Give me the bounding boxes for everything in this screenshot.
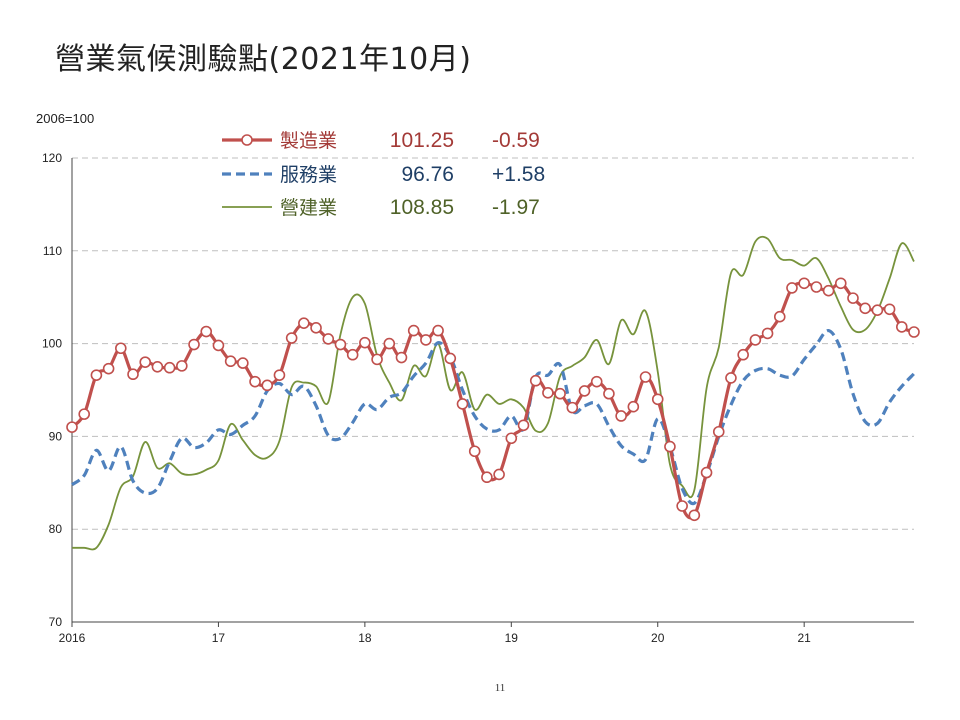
manufacturing-point bbox=[603, 387, 615, 400]
manufacturing-point bbox=[688, 509, 701, 522]
manufacturing-point bbox=[749, 334, 762, 346]
manufacturing-point bbox=[712, 425, 725, 438]
y-tick-label: 90 bbox=[49, 429, 63, 443]
manufacturing-point bbox=[359, 336, 371, 349]
manufacturing-point bbox=[834, 277, 847, 290]
x-tick-label: 17 bbox=[212, 631, 226, 645]
manufacturing-point bbox=[371, 353, 383, 366]
manufacturing-point bbox=[773, 310, 786, 323]
x-tick-label: 2016 bbox=[59, 631, 86, 645]
manufacturing-point bbox=[115, 342, 127, 355]
manufacturing-point bbox=[871, 304, 884, 316]
construction-series-line bbox=[72, 235, 915, 551]
construction-legend-label: 營建業 bbox=[280, 197, 337, 219]
manufacturing-point bbox=[261, 379, 274, 392]
manufacturing-point bbox=[590, 375, 603, 388]
manufacturing-point bbox=[542, 386, 554, 399]
x-tick-label: 21 bbox=[797, 631, 811, 645]
manufacturing-legend-value: 101.25 bbox=[390, 129, 454, 152]
manufacturing-point bbox=[700, 466, 713, 479]
manufacturing-point bbox=[578, 385, 591, 397]
manufacturing-point bbox=[517, 419, 530, 432]
manufacturing-point bbox=[761, 327, 774, 340]
manufacturing-point bbox=[737, 348, 749, 361]
manufacturing-point bbox=[493, 468, 505, 481]
manufacturing-point bbox=[285, 332, 298, 344]
manufacturing-point bbox=[859, 302, 871, 315]
x-tick-label: 18 bbox=[358, 631, 372, 645]
manufacturing-point bbox=[456, 398, 469, 410]
manufacturing-point bbox=[651, 393, 664, 406]
services-legend-label: 服務業 bbox=[280, 164, 337, 186]
manufacturing-point bbox=[481, 471, 493, 484]
manufacturing-point bbox=[200, 325, 213, 338]
manufacturing-point bbox=[224, 355, 237, 368]
manufacturing-point bbox=[798, 277, 810, 290]
manufacturing-point bbox=[407, 324, 420, 337]
manufacturing-point bbox=[139, 356, 152, 368]
manufacturing-point bbox=[505, 432, 518, 445]
manufacturing-point bbox=[66, 421, 78, 433]
page-number: 11 bbox=[494, 682, 506, 694]
manufacturing-point bbox=[212, 339, 225, 352]
services-legend-change: +1.58 bbox=[492, 163, 545, 186]
manufacturing-legend-change: -0.59 bbox=[492, 129, 540, 152]
manufacturing-point bbox=[676, 500, 688, 512]
y-tick-label: 100 bbox=[42, 337, 62, 351]
manufacturing-point bbox=[822, 284, 835, 297]
manufacturing-point bbox=[346, 348, 359, 361]
manufacturing-point bbox=[615, 410, 627, 422]
construction-legend-value: 108.85 bbox=[390, 196, 454, 219]
manufacturing-point bbox=[383, 337, 396, 350]
manufacturing-point bbox=[334, 338, 347, 351]
y-tick-label: 120 bbox=[42, 151, 62, 165]
manufacturing-point bbox=[151, 360, 164, 373]
manufacturing-point bbox=[554, 387, 566, 400]
manufacturing-point bbox=[468, 445, 481, 458]
manufacturing-point bbox=[176, 360, 188, 372]
manufacturing-point bbox=[90, 369, 103, 381]
y-tick-label: 80 bbox=[49, 522, 63, 536]
manufacturing-point bbox=[420, 334, 432, 346]
manufacturing-point bbox=[78, 408, 91, 420]
manufacturing-point bbox=[163, 361, 176, 374]
manufacturing-point bbox=[444, 352, 457, 365]
services-series-line bbox=[71, 329, 916, 506]
manufacturing-point bbox=[127, 368, 139, 381]
page-title: 營業氣候測驗點(2021年10月) bbox=[55, 42, 472, 77]
x-tick-label: 19 bbox=[505, 631, 519, 645]
index-base-note: 2006=100 bbox=[36, 111, 95, 126]
manufacturing-point bbox=[273, 369, 286, 381]
manufacturing-point bbox=[249, 375, 261, 388]
services-legend-value: 96.76 bbox=[401, 163, 454, 186]
manufacturing-point bbox=[883, 303, 896, 316]
manufacturing-point bbox=[322, 333, 335, 345]
manufacturing-point bbox=[786, 282, 798, 294]
construction-legend-change: -1.97 bbox=[492, 196, 540, 219]
manufacturing-point bbox=[908, 326, 920, 338]
manufacturing-point bbox=[432, 324, 444, 337]
manufacturing-legend-label: 製造業 bbox=[280, 130, 337, 152]
manufacturing-point bbox=[237, 357, 249, 369]
manufacturing-point bbox=[725, 372, 737, 384]
manufacturing-point bbox=[639, 371, 652, 383]
x-tick-label: 20 bbox=[651, 631, 665, 645]
manufacturing-point bbox=[310, 322, 322, 334]
manufacturing-legend-marker bbox=[241, 134, 253, 146]
manufacturing-series-line bbox=[70, 281, 915, 520]
manufacturing-point bbox=[566, 401, 579, 414]
y-tick-label: 110 bbox=[43, 244, 62, 258]
y-tick-label: 70 bbox=[49, 615, 63, 629]
manufacturing-point bbox=[102, 362, 115, 375]
manufacturing-point bbox=[664, 440, 676, 453]
manufacturing-point bbox=[847, 292, 859, 304]
manufacturing-point bbox=[529, 374, 542, 387]
manufacturing-point bbox=[395, 351, 408, 364]
manufacturing-point bbox=[627, 400, 640, 413]
manufacturing-point bbox=[895, 321, 908, 333]
manufacturing-point bbox=[810, 281, 823, 293]
manufacturing-point bbox=[188, 338, 200, 351]
manufacturing-point bbox=[298, 317, 310, 329]
